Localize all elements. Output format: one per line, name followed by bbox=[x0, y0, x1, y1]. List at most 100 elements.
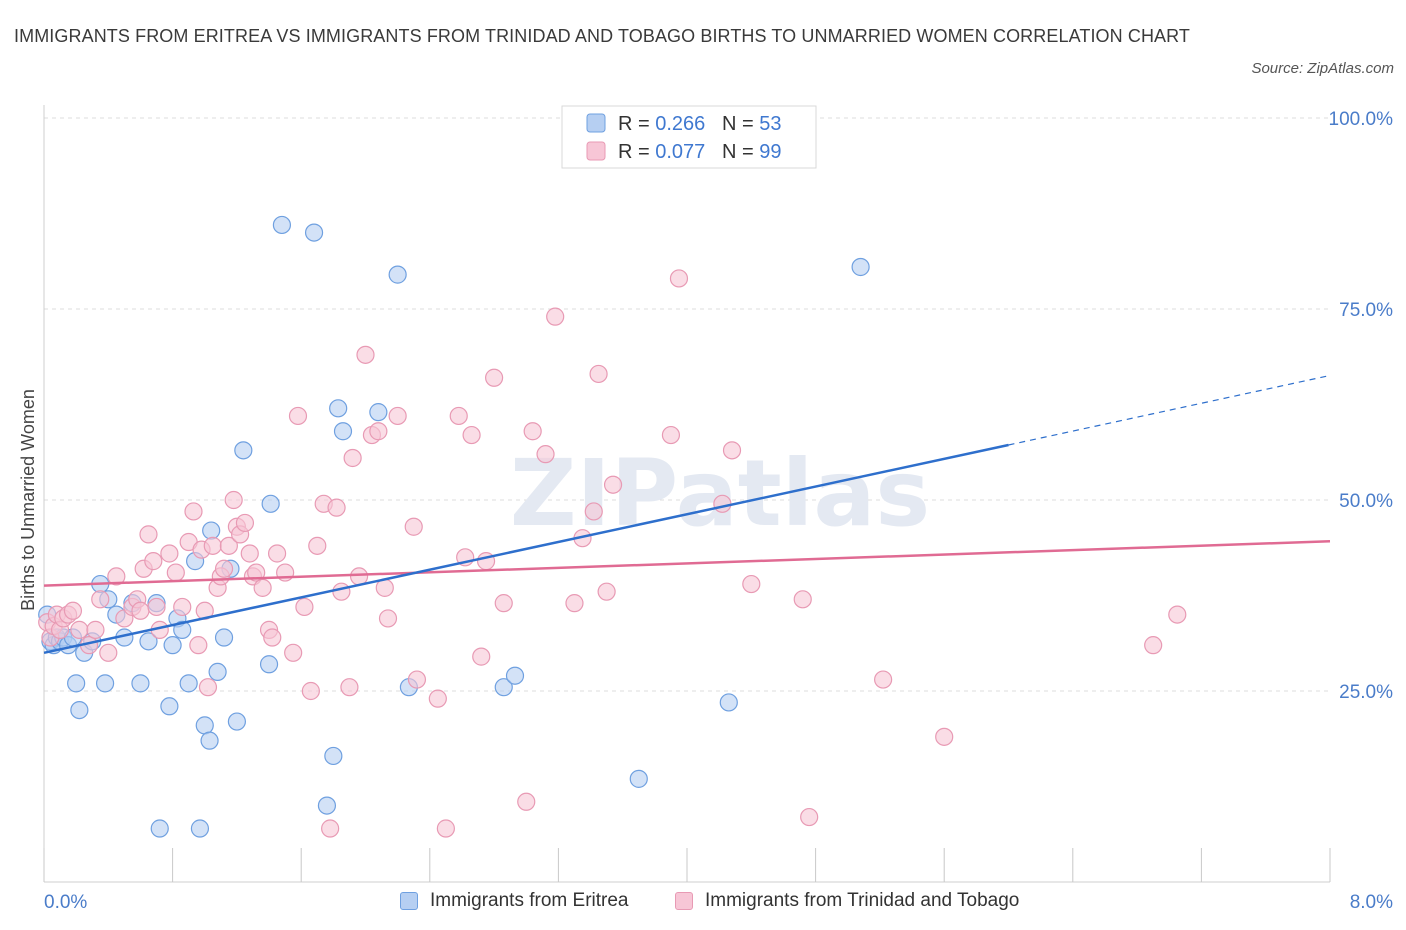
data-point bbox=[304, 223, 324, 242]
data-point bbox=[173, 597, 192, 617]
chart-title: IMMIGRANTS FROM ERITREA VS IMMIGRANTS FR… bbox=[14, 26, 1191, 46]
y-tick-label: 25.0% bbox=[1339, 682, 1393, 703]
data-point bbox=[86, 620, 105, 639]
data-point bbox=[202, 521, 221, 540]
data-point bbox=[428, 689, 447, 708]
data-point bbox=[144, 552, 163, 571]
data-point bbox=[163, 636, 182, 655]
legend-top: R = 0.266 N = 53 R = 0.077 N = 99 bbox=[561, 105, 817, 169]
trend-line-trinidad bbox=[43, 540, 1331, 587]
legend-swatch-eritrea bbox=[400, 892, 418, 910]
data-point bbox=[139, 632, 158, 651]
data-point bbox=[378, 609, 398, 628]
tick-labels: 25.0% 50.0% 75.0% 100.0% 0.0% 8.0% bbox=[44, 109, 1393, 913]
data-point bbox=[329, 399, 348, 418]
data-point bbox=[200, 731, 219, 750]
data-point bbox=[67, 674, 86, 693]
y-tick-label: 75.0% bbox=[1339, 300, 1393, 321]
data-point bbox=[203, 536, 222, 555]
data-point bbox=[284, 643, 303, 662]
chart-source: Source: ZipAtlas.com bbox=[1251, 60, 1394, 77]
data-point bbox=[1144, 636, 1163, 655]
data-point bbox=[536, 445, 555, 464]
data-point bbox=[517, 792, 536, 811]
data-point bbox=[214, 559, 234, 578]
data-point bbox=[195, 716, 214, 735]
y-tick-label: 100.0% bbox=[1329, 109, 1394, 130]
data-point bbox=[874, 670, 893, 689]
data-point bbox=[308, 536, 327, 555]
data-point bbox=[742, 574, 761, 594]
data-point bbox=[404, 517, 423, 536]
data-point bbox=[160, 697, 179, 716]
data-point bbox=[388, 406, 407, 426]
x-tick-label: 0.0% bbox=[44, 892, 87, 913]
data-point bbox=[349, 567, 369, 586]
data-point bbox=[261, 494, 280, 513]
watermark: ZIPatlas bbox=[510, 440, 930, 547]
data-point bbox=[603, 475, 623, 494]
data-point bbox=[661, 425, 681, 445]
data-point bbox=[597, 582, 616, 601]
data-point bbox=[317, 796, 337, 815]
data-point bbox=[272, 215, 292, 235]
data-point bbox=[263, 628, 282, 647]
data-point bbox=[70, 620, 89, 639]
y-axis-label: Births to Unmarried Women bbox=[18, 389, 38, 611]
legend-swatch bbox=[586, 141, 606, 161]
data-point bbox=[179, 674, 198, 693]
data-point bbox=[485, 368, 504, 387]
data-point bbox=[219, 536, 238, 555]
legend-label-eritrea: Immigrants from Eritrea bbox=[430, 890, 629, 911]
data-point bbox=[107, 567, 126, 586]
legend-item-trinidad: Immigrants from Trinidad and Tobago bbox=[675, 890, 1019, 912]
data-point bbox=[70, 700, 89, 720]
data-point bbox=[332, 582, 351, 601]
data-point bbox=[935, 727, 954, 746]
data-point bbox=[224, 490, 243, 510]
data-point bbox=[589, 364, 608, 384]
data-point bbox=[523, 422, 542, 441]
trend-lines bbox=[43, 374, 1331, 655]
legend-swatch bbox=[586, 113, 606, 133]
data-point bbox=[184, 502, 203, 521]
data-point bbox=[713, 494, 732, 513]
legend-item-eritrea: Immigrants from Eritrea bbox=[400, 890, 628, 912]
data-point bbox=[584, 502, 603, 521]
legend-stats: R = 0.266 N = 53 bbox=[618, 113, 781, 135]
data-point bbox=[565, 594, 584, 613]
data-point bbox=[190, 819, 210, 838]
data-point bbox=[324, 746, 343, 766]
data-point bbox=[150, 819, 169, 838]
data-point bbox=[259, 655, 279, 674]
data-point bbox=[793, 590, 812, 609]
data-point bbox=[235, 513, 255, 533]
data-point bbox=[629, 769, 648, 788]
grid-lines bbox=[44, 117, 1330, 692]
data-point bbox=[160, 544, 179, 563]
data-point bbox=[227, 712, 246, 731]
data-point bbox=[505, 666, 525, 685]
data-point bbox=[494, 594, 513, 613]
data-point bbox=[99, 643, 118, 662]
data-point bbox=[369, 422, 388, 441]
data-point bbox=[462, 425, 481, 445]
series-trinidad-points bbox=[38, 269, 1187, 838]
data-point bbox=[719, 693, 738, 712]
data-point bbox=[131, 601, 150, 620]
data-point bbox=[722, 441, 742, 460]
data-point bbox=[851, 257, 870, 277]
data-point bbox=[343, 448, 362, 468]
data-point bbox=[166, 563, 185, 582]
legend-label-trinidad: Immigrants from Trinidad and Tobago bbox=[705, 890, 1020, 911]
legend-bottom: Immigrants from Eritrea Immigrants from … bbox=[0, 886, 1406, 918]
data-point bbox=[321, 819, 340, 838]
data-point bbox=[436, 819, 455, 838]
data-point bbox=[340, 678, 359, 697]
data-point bbox=[333, 422, 353, 441]
data-point bbox=[91, 590, 110, 609]
trend-line-eritrea bbox=[43, 443, 1009, 655]
trend-line-eritrea-extension bbox=[1008, 374, 1331, 446]
data-point bbox=[800, 807, 819, 827]
